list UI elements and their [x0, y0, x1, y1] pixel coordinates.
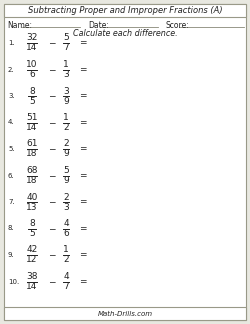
- Text: 9: 9: [63, 176, 69, 185]
- Text: =: =: [79, 118, 87, 127]
- Text: =: =: [79, 39, 87, 48]
- Text: 4.: 4.: [8, 120, 14, 125]
- Text: 5.: 5.: [8, 146, 14, 152]
- Text: Calculate each difference.: Calculate each difference.: [73, 29, 177, 38]
- Text: 12: 12: [26, 256, 38, 264]
- Text: Date:: Date:: [88, 20, 109, 29]
- FancyBboxPatch shape: [4, 4, 246, 320]
- Text: 1.: 1.: [8, 40, 15, 46]
- Text: =: =: [79, 198, 87, 206]
- Text: 2: 2: [63, 256, 69, 264]
- Text: 13: 13: [26, 202, 38, 212]
- Text: 1: 1: [63, 60, 69, 69]
- Text: =: =: [79, 91, 87, 100]
- Text: 2.: 2.: [8, 66, 14, 73]
- Text: Score:: Score:: [165, 20, 189, 29]
- Text: Math-Drills.com: Math-Drills.com: [98, 310, 152, 317]
- Text: 61: 61: [26, 140, 38, 148]
- Text: 9.: 9.: [8, 252, 15, 258]
- Text: 14: 14: [26, 123, 38, 132]
- Text: 4: 4: [63, 272, 69, 281]
- Text: 14: 14: [26, 282, 38, 291]
- Text: Subtracting Proper and Improper Fractions (A): Subtracting Proper and Improper Fraction…: [28, 6, 222, 15]
- Text: 9: 9: [63, 149, 69, 158]
- Text: 6: 6: [63, 229, 69, 238]
- Text: 10: 10: [26, 60, 38, 69]
- Text: 42: 42: [26, 246, 38, 254]
- Text: =: =: [79, 277, 87, 286]
- Text: 7: 7: [63, 282, 69, 291]
- Text: =: =: [79, 65, 87, 74]
- Text: 7: 7: [63, 43, 69, 52]
- Text: 3.: 3.: [8, 93, 15, 99]
- Text: −: −: [48, 250, 56, 260]
- Text: 10.: 10.: [8, 279, 19, 284]
- Text: 18: 18: [26, 176, 38, 185]
- Text: 5: 5: [63, 166, 69, 175]
- Text: 68: 68: [26, 166, 38, 175]
- Text: −: −: [48, 198, 56, 206]
- Text: =: =: [79, 145, 87, 154]
- Text: =: =: [79, 250, 87, 260]
- Text: Name:: Name:: [7, 20, 32, 29]
- Text: 9: 9: [63, 97, 69, 106]
- Text: 5: 5: [29, 97, 35, 106]
- Text: 7.: 7.: [8, 199, 15, 205]
- Text: 4: 4: [63, 219, 69, 228]
- Text: 3: 3: [63, 70, 69, 79]
- Text: 32: 32: [26, 33, 38, 42]
- Text: 40: 40: [26, 192, 38, 202]
- Text: −: −: [48, 118, 56, 127]
- Text: −: −: [48, 145, 56, 154]
- Text: 3: 3: [63, 202, 69, 212]
- Text: −: −: [48, 91, 56, 100]
- Text: 5: 5: [63, 33, 69, 42]
- Text: 8: 8: [29, 87, 35, 96]
- Text: 2: 2: [63, 192, 69, 202]
- Text: 38: 38: [26, 272, 38, 281]
- Text: 5: 5: [29, 229, 35, 238]
- Text: 6.: 6.: [8, 172, 15, 179]
- Text: −: −: [48, 224, 56, 233]
- Text: =: =: [79, 224, 87, 233]
- Text: 3: 3: [63, 87, 69, 96]
- Text: −: −: [48, 39, 56, 48]
- FancyBboxPatch shape: [4, 307, 246, 320]
- Text: 8.: 8.: [8, 226, 15, 232]
- Text: 6: 6: [29, 70, 35, 79]
- Text: −: −: [48, 171, 56, 180]
- Text: =: =: [79, 171, 87, 180]
- Text: −: −: [48, 65, 56, 74]
- Text: 2: 2: [63, 140, 69, 148]
- Text: 2: 2: [63, 123, 69, 132]
- Text: −: −: [48, 277, 56, 286]
- Text: 1: 1: [63, 246, 69, 254]
- Text: 8: 8: [29, 219, 35, 228]
- Text: 51: 51: [26, 113, 38, 122]
- Text: 1: 1: [63, 113, 69, 122]
- FancyBboxPatch shape: [4, 4, 246, 17]
- Text: 14: 14: [26, 43, 38, 52]
- Text: 18: 18: [26, 149, 38, 158]
